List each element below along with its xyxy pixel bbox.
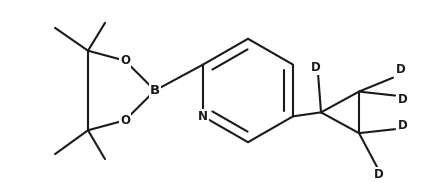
Text: O: O (120, 114, 130, 127)
Text: D: D (398, 93, 408, 106)
Text: D: D (374, 168, 384, 181)
Text: N: N (198, 110, 208, 123)
Text: O: O (120, 54, 130, 67)
Text: D: D (398, 119, 408, 132)
Text: B: B (150, 84, 160, 97)
Text: D: D (396, 63, 406, 76)
Text: D: D (311, 61, 321, 74)
